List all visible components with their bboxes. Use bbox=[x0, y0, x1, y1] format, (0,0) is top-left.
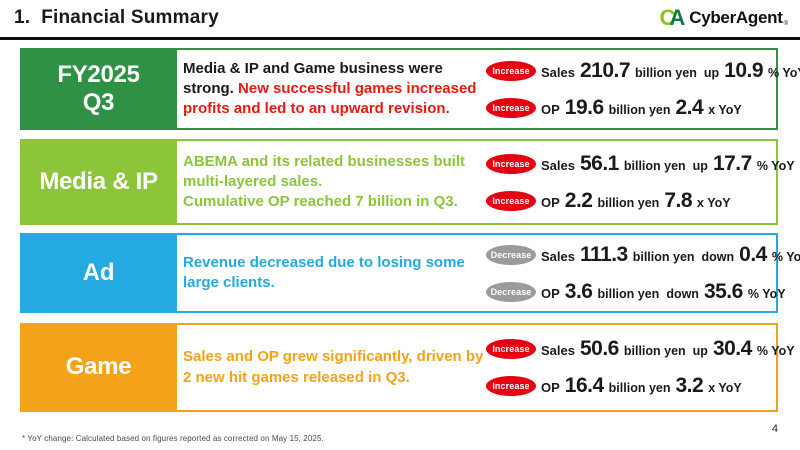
segment-label: Media & IP bbox=[20, 139, 177, 225]
description-text: ABEMA and its related businesses built m… bbox=[183, 152, 466, 211]
page-number: 4 bbox=[771, 423, 778, 435]
segment-stats: Decrease Sales 111.3 billion yen down 0.… bbox=[486, 235, 800, 311]
description-text: Revenue decreased due to losing some lar… bbox=[183, 253, 465, 291]
description-text: Sales and OP grew significantly, driven … bbox=[183, 348, 484, 386]
segment-stats: Increase Sales 50.6 billion yen up 30.4 … bbox=[486, 325, 795, 410]
summary-row-game: Game Sales and OP grew significantly, dr… bbox=[20, 323, 795, 412]
segment-description: Revenue decreased due to losing some lar… bbox=[183, 235, 485, 311]
sales-stat: Increase Sales 50.6 billion yen up 30.4 … bbox=[486, 337, 795, 361]
segment-description: ABEMA and its related businesses built m… bbox=[183, 141, 485, 223]
segment-label: Game bbox=[20, 323, 177, 412]
op-stat: Increase OP 19.6 billion yen 2.4 x YoY bbox=[486, 96, 770, 120]
summary-row-media-ip: Media & IP ABEMA and its related busines… bbox=[20, 139, 795, 225]
increase-badge: Increase bbox=[486, 339, 536, 359]
decrease-badge: Decrease bbox=[486, 244, 536, 265]
summary-row-ad: Ad Revenue decreased due to losing some … bbox=[20, 233, 800, 313]
segment-label: Ad bbox=[20, 233, 177, 313]
cyberagent-logo: CA CyberAgent ® bbox=[659, 7, 788, 29]
slide-header: 1. Financial Summary CA CyberAgent ® bbox=[0, 0, 800, 40]
segment-description: Sales and OP grew significantly, driven … bbox=[183, 325, 485, 410]
op-stat: Decrease OP 3.6 billion yen down 35.6 % … bbox=[486, 280, 786, 304]
segment-stats: Increase Sales 210.7 billion yen up 10.9… bbox=[486, 50, 800, 128]
sales-stat: Decrease Sales 111.3 billion yen down 0.… bbox=[486, 243, 800, 267]
page-title: 1. Financial Summary bbox=[14, 7, 219, 28]
description-text: Media & IP and Game business were strong… bbox=[183, 59, 443, 97]
logo-brand-text: CyberAgent bbox=[689, 8, 783, 27]
segment-stats: Increase Sales 56.1 billion yen up 17.7 … bbox=[486, 141, 795, 223]
segment-description: Media & IP and Game business were strong… bbox=[183, 50, 485, 128]
cyberagent-logo-icon: CA bbox=[659, 5, 686, 30]
increase-badge: Increase bbox=[486, 376, 536, 396]
op-stat: Increase OP 2.2 billion yen 7.8 x YoY bbox=[486, 189, 770, 213]
footnote: * YoY change: Calculated based on figure… bbox=[22, 434, 324, 443]
increase-badge: Increase bbox=[486, 60, 536, 81]
summary-row-fy2025-q3: FY2025 Q3 Media & IP and Game business w… bbox=[20, 48, 800, 130]
description-highlight: New successful games increased profits a… bbox=[183, 79, 477, 118]
registered-mark: ® bbox=[783, 21, 788, 27]
segment-label: FY2025 Q3 bbox=[20, 48, 177, 130]
op-stat: Increase OP 16.4 billion yen 3.2 x YoY bbox=[486, 374, 770, 398]
increase-badge: Increase bbox=[486, 153, 536, 174]
sales-stat: Increase Sales 56.1 billion yen up 17.7 … bbox=[486, 152, 795, 176]
sales-stat: Increase Sales 210.7 billion yen up 10.9… bbox=[486, 59, 800, 83]
increase-badge: Increase bbox=[486, 190, 536, 211]
decrease-badge: Decrease bbox=[486, 281, 536, 302]
increase-badge: Increase bbox=[486, 97, 536, 118]
